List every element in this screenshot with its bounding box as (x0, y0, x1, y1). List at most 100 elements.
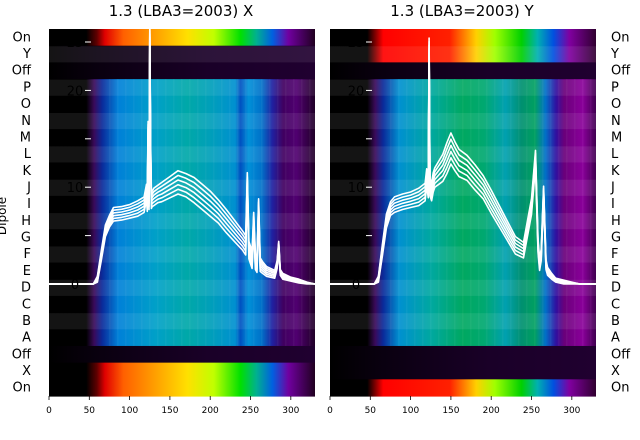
heatmap-row-b (49, 312, 315, 330)
heatmap-row-off (330, 345, 596, 364)
curve-group (49, 23, 316, 285)
x-tick-label: 200 (483, 406, 500, 416)
stripe (518, 79, 520, 346)
row-label: Y (610, 47, 619, 62)
panel-x: 1.3 (LBA3=2003) X 0 5 10 15 20 25 0 50 100 150 20… (46, 2, 316, 416)
heatmap-row-off (49, 62, 315, 80)
stripe (454, 79, 456, 346)
row-label: E (23, 264, 31, 279)
x-tick-label: 50 (365, 406, 377, 416)
row-label: J (610, 180, 615, 195)
heatmap-row-b (330, 312, 596, 330)
stripe (109, 79, 111, 346)
stripe (157, 79, 159, 346)
y-tick-label: 15 (348, 133, 365, 148)
row-label: Off (12, 64, 32, 79)
heatmap-row-on (330, 379, 596, 397)
heatmap-row-k (330, 162, 596, 180)
x-tick-label: 150 (161, 406, 178, 416)
row-label: Off (611, 64, 631, 79)
stripe (446, 79, 448, 346)
stripe (534, 79, 536, 346)
row-label: D (611, 281, 621, 296)
row-label: On (13, 30, 31, 45)
stripe (414, 79, 416, 346)
row-label: E (611, 264, 619, 279)
y-tick-label: 25 (348, 36, 365, 51)
dipole-curve (49, 36, 316, 285)
row-label: I (611, 197, 615, 212)
stripe (261, 79, 263, 346)
stripe (558, 79, 560, 346)
row-label: B (22, 314, 31, 329)
stripe (269, 79, 271, 346)
heatmap-row-c (330, 295, 596, 314)
x-tick-group: 0 50 100 150 200 250 300 (46, 396, 300, 416)
row-label: N (21, 114, 31, 129)
stripe (582, 79, 584, 346)
x-tick-label: 250 (523, 406, 540, 416)
curve-group (330, 37, 596, 285)
row-label: M (611, 130, 622, 145)
stripe (422, 79, 424, 346)
x-tick-label: 0 (46, 406, 52, 416)
heatmap-row-a (330, 329, 596, 347)
stripe (285, 79, 287, 346)
dipole-curve (49, 39, 315, 285)
stripe (165, 79, 167, 346)
y-tick-group: 0 5 10 15 20 25 (348, 36, 372, 293)
y-tick-label: 20 (67, 84, 84, 99)
stripe (213, 79, 215, 346)
heatmap-row-f (330, 245, 596, 264)
stripe (398, 79, 400, 346)
row-label: L (611, 147, 619, 162)
row-label: M (20, 130, 31, 145)
heatmap-row-on (330, 29, 596, 47)
x-tick-label: 300 (282, 406, 299, 416)
row-label: H (21, 214, 31, 229)
row-label: On (13, 381, 31, 396)
row-label: F (24, 247, 31, 262)
stripe (197, 79, 199, 346)
stripe (406, 79, 408, 346)
heatmap-row-j (330, 179, 596, 197)
heatmap-row-n (330, 112, 596, 130)
stripe (574, 79, 576, 346)
stripe (229, 79, 231, 346)
heatmap-row-c (49, 295, 315, 314)
y-tick-group: 0 5 10 15 20 25 (67, 36, 91, 293)
y-tick-label: 10 (348, 181, 365, 196)
x-tick-label: 100 (121, 406, 138, 416)
row-label: F (611, 247, 618, 262)
stripe (486, 79, 488, 346)
x-tick-label: 300 (563, 406, 580, 416)
x-tick-label: 0 (327, 406, 333, 416)
heatmap-row-p (330, 79, 596, 97)
heatmap-row-d (49, 279, 315, 297)
row-label: On (611, 30, 629, 45)
heatmap-row-p (49, 79, 315, 97)
heatmap-row-m (49, 129, 315, 147)
heatmap-row-m (330, 129, 596, 147)
row-label: P (23, 80, 31, 95)
heatmap-row-off (49, 345, 315, 364)
dipole-curve (49, 33, 316, 285)
heatmap-rows (330, 29, 596, 397)
dipole-curve (49, 26, 316, 285)
stripe (149, 79, 151, 346)
x-tick-group: 0 50 100 150 200 250 300 (327, 396, 581, 416)
stripe (141, 79, 143, 346)
heatmap-row-x (330, 362, 596, 380)
stripe (478, 79, 480, 346)
heatmap-row-l (49, 145, 315, 164)
dipole-curve (49, 23, 316, 285)
heatmap-row-o (330, 95, 596, 114)
row-label: X (22, 364, 31, 379)
x-tick-label: 100 (402, 406, 419, 416)
heatmap-row-e (49, 262, 315, 280)
row-label: A (611, 331, 620, 346)
row-label: K (22, 164, 31, 179)
row-label: C (22, 297, 31, 312)
